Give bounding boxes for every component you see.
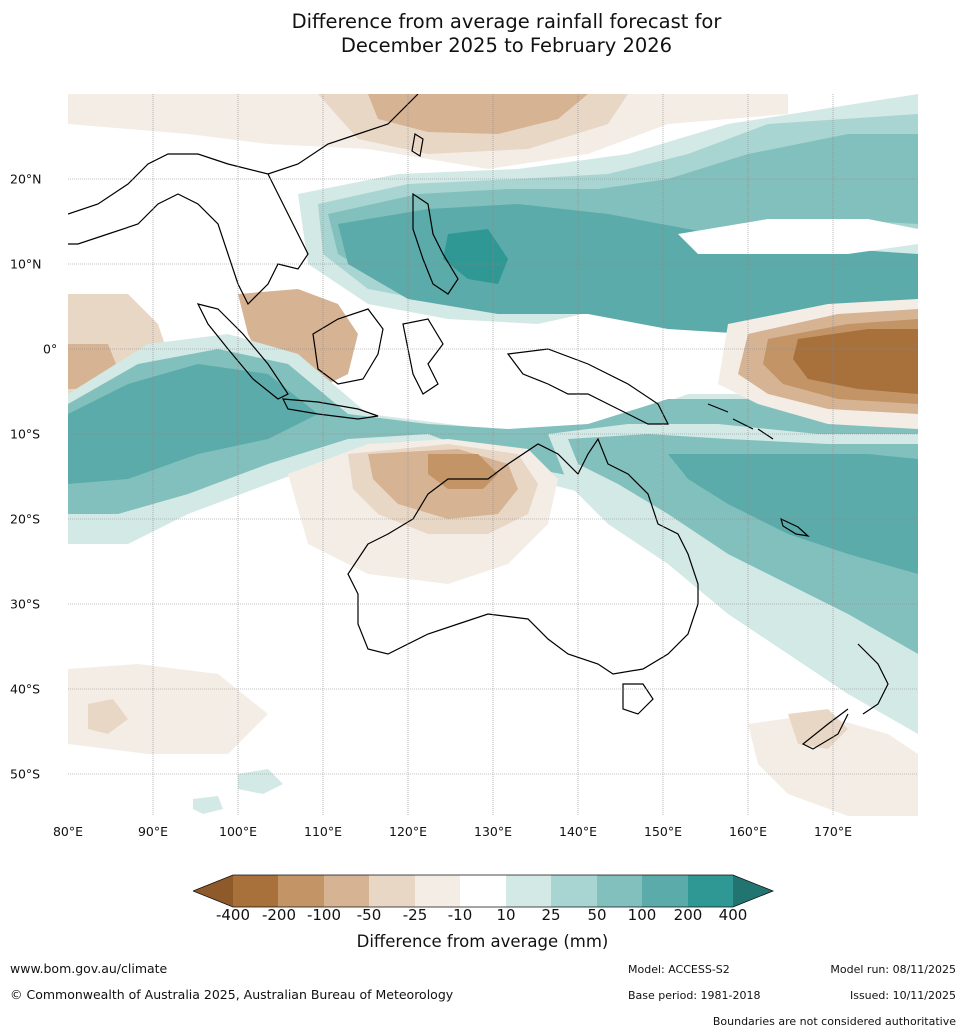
title-line-2: December 2025 to February 2026 bbox=[340, 34, 673, 57]
colorbar-swatch-d200 bbox=[278, 875, 324, 907]
wet-patch-south-1 bbox=[238, 769, 283, 794]
colorbar-swatch-w100 bbox=[642, 875, 688, 907]
coast-borneo bbox=[312, 308, 384, 385]
lat-label: 10°N bbox=[10, 256, 42, 272]
dry-region-south-indian-core bbox=[88, 699, 128, 734]
colorbar-tick: 100 bbox=[627, 906, 657, 924]
colorbar-swatch-w25 bbox=[551, 875, 597, 907]
lat-label: 30°S bbox=[10, 596, 41, 612]
lat-label: 20°N bbox=[10, 171, 42, 187]
colorbar-tick: 50 bbox=[587, 906, 607, 924]
colorbar-tick: -100 bbox=[306, 906, 342, 924]
colorbar-swatch-d400 bbox=[233, 875, 278, 907]
footer-model: Model: ACCESS-S2 bbox=[628, 963, 730, 976]
colorbar-tick: 200 bbox=[673, 906, 703, 924]
neutral-gap-pacific bbox=[678, 219, 918, 254]
lon-label: 100°E bbox=[218, 824, 258, 839]
gridlines bbox=[68, 94, 918, 816]
coast-philippines bbox=[412, 192, 459, 295]
colorbar-swatch-w50 bbox=[597, 875, 642, 907]
coast-sulawesi bbox=[402, 318, 444, 395]
colorbar-swatch-neutral bbox=[460, 875, 506, 907]
colorbar-tick: -25 bbox=[402, 906, 428, 924]
colorbar-swatch-d50 bbox=[369, 875, 415, 907]
wet-patch-south-2 bbox=[193, 796, 223, 814]
coastlines bbox=[68, 94, 889, 750]
colorbar-extend-wet bbox=[733, 875, 773, 907]
colorbar bbox=[193, 874, 775, 908]
lon-label: 170°E bbox=[813, 824, 853, 839]
title-line-1: Difference from average rainfall forecas… bbox=[291, 10, 722, 33]
footer-copyright: © Commonwealth of Australia 2025, Austra… bbox=[10, 987, 454, 1002]
lon-label: 110°E bbox=[303, 824, 343, 839]
colorbar-tick: 10 bbox=[496, 906, 516, 924]
coast-sumatra bbox=[196, 303, 289, 400]
dry-region-north-core bbox=[368, 94, 588, 134]
colorbar-tick: 400 bbox=[718, 906, 748, 924]
coast-tasmania bbox=[622, 683, 654, 715]
colorbar-tick: -200 bbox=[261, 906, 297, 924]
dry-region-south-indian bbox=[68, 664, 268, 754]
lon-label: 80°E bbox=[52, 824, 84, 839]
colorbar-title: Difference from average (mm) bbox=[356, 932, 609, 951]
wet-region-philippines-200 bbox=[443, 229, 508, 284]
lat-label: 40°S bbox=[10, 681, 41, 697]
coast-java bbox=[281, 398, 379, 420]
coast-new-zealand bbox=[801, 643, 889, 750]
colorbar-swatch-w10 bbox=[506, 875, 551, 907]
lon-label: 150°E bbox=[643, 824, 683, 839]
lon-label: 160°E bbox=[728, 824, 768, 839]
colorbar-outline bbox=[193, 874, 775, 908]
lat-label: 20°S bbox=[10, 511, 41, 527]
colorbar-tick: -10 bbox=[447, 906, 473, 924]
colorbar-tick: -50 bbox=[356, 906, 382, 924]
lon-label: 90°E bbox=[137, 824, 169, 839]
footer-model-run: Model run: 08/11/2025 bbox=[830, 963, 956, 976]
colorbar-tick: -400 bbox=[215, 906, 251, 924]
coast-mainland-asia bbox=[68, 94, 419, 306]
dry-region-pacific-400 bbox=[793, 329, 918, 394]
coast-new-caledonia bbox=[780, 517, 810, 537]
wet-region-coral-sea-100 bbox=[668, 454, 918, 574]
lon-label: 140°E bbox=[558, 824, 598, 839]
colorbar-swatch-d25 bbox=[415, 875, 460, 907]
colorbar-extend-dry bbox=[193, 875, 233, 907]
coast-australia bbox=[347, 437, 699, 675]
lat-label: 10°S bbox=[10, 426, 41, 442]
map-svg bbox=[68, 94, 918, 816]
coast-solomon-islands bbox=[707, 403, 774, 440]
lon-label: 130°E bbox=[473, 824, 513, 839]
colorbar-tick: 25 bbox=[541, 906, 561, 924]
colorbar-swatch-w200 bbox=[688, 875, 733, 907]
wet-region-indian-ocean-100 bbox=[68, 364, 318, 484]
lon-label: 120°E bbox=[388, 824, 428, 839]
coast-new-guinea bbox=[506, 348, 669, 425]
map-title: Difference from average rainfall forecas… bbox=[0, 10, 965, 58]
footer-base-period: Base period: 1981-2018 bbox=[628, 989, 761, 1002]
colorbar-swatch-d100 bbox=[324, 875, 369, 907]
lat-label: 0° bbox=[43, 341, 58, 357]
rainfall-map bbox=[68, 94, 918, 816]
footer-disclaimer: Boundaries are not considered authoritat… bbox=[712, 1015, 956, 1028]
footer-url[interactable]: www.bom.gov.au/climate bbox=[10, 961, 168, 976]
lat-label: 50°S bbox=[10, 766, 41, 782]
coast-taiwan bbox=[411, 133, 424, 157]
footer-issued: Issued: 10/11/2025 bbox=[849, 989, 956, 1002]
